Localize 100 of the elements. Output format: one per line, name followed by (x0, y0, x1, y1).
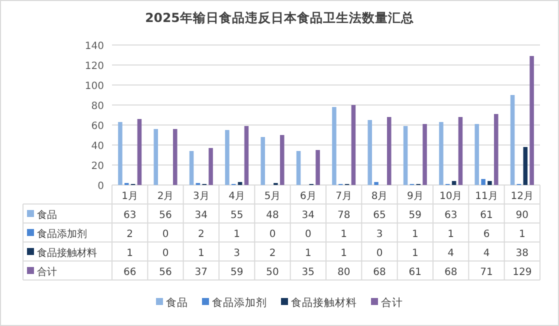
data-label: 65 (373, 210, 386, 221)
data-label: 55 (230, 210, 244, 221)
data-label: 78 (337, 210, 350, 221)
x-tick-label: 1月 (122, 191, 138, 202)
data-label: 1 (340, 248, 348, 259)
bar (452, 181, 456, 185)
bar (280, 135, 284, 185)
x-tick-label: 12月 (510, 191, 534, 202)
bar (316, 150, 320, 185)
y-tick-label: 0 (98, 181, 104, 192)
data-label: 2 (198, 229, 204, 240)
data-label: 34 (194, 210, 208, 221)
legend-label: 合计 (381, 296, 403, 309)
legend-label: 食品添加剂 (37, 228, 87, 240)
x-tick-label: 11月 (475, 191, 498, 202)
bar (296, 151, 301, 185)
data-label: 50 (266, 267, 279, 278)
bar (368, 120, 372, 185)
data-label: 1 (234, 229, 240, 240)
y-tick-label: 60 (91, 121, 104, 132)
bar (208, 148, 213, 185)
chart-title: 2025年输日食品违反日本食品卫生法数量汇总 (145, 10, 414, 25)
data-label: 0 (162, 229, 169, 240)
data-label: 0 (269, 229, 276, 240)
legend-label: 食品接触材料 (37, 247, 97, 259)
data-label: 90 (516, 210, 529, 221)
bar (530, 56, 534, 185)
data-label: 2 (269, 248, 276, 259)
data-label: 34 (302, 210, 315, 221)
data-label: 80 (337, 267, 350, 278)
y-tick-label: 120 (84, 61, 104, 72)
x-tick-label: 8月 (371, 191, 388, 202)
data-label: 4 (448, 248, 454, 259)
bar (510, 95, 515, 185)
bar (225, 130, 230, 185)
data-label: 56 (159, 267, 172, 278)
bar (403, 126, 408, 185)
data-label: 68 (373, 267, 386, 278)
x-tick-label: 7月 (336, 191, 352, 202)
y-tick-label: 20 (91, 161, 104, 172)
x-tick-label: 4月 (228, 191, 246, 202)
data-label: 0 (376, 248, 383, 259)
data-label: 1 (198, 248, 204, 259)
data-label: 48 (266, 210, 279, 221)
bar (474, 124, 480, 185)
data-label: 59 (230, 267, 244, 278)
legend-label: 食品 (37, 209, 57, 221)
bar (481, 179, 486, 185)
bar (422, 124, 427, 185)
data-label: 59 (408, 210, 422, 221)
bar (374, 182, 378, 185)
x-tick-label: 9月 (406, 191, 424, 202)
y-tick-label: 80 (91, 101, 104, 112)
data-label: 1 (126, 248, 134, 259)
data-label: 1 (304, 248, 312, 259)
data-label: 3 (234, 248, 240, 259)
data-label: 63 (444, 210, 458, 221)
data-label: 35 (302, 267, 315, 278)
data-label: 37 (194, 267, 208, 278)
bar (351, 105, 356, 185)
bar (172, 129, 178, 185)
bar (386, 117, 392, 185)
data-label: 56 (159, 210, 172, 221)
y-tick-label: 100 (84, 81, 104, 92)
data-label: 1 (412, 229, 418, 240)
data-label: 3 (376, 229, 383, 240)
data-label: 4 (483, 248, 490, 259)
bar (494, 114, 498, 185)
data-label: 1 (518, 229, 526, 240)
y-tick-label: 140 (84, 41, 104, 52)
data-label: 1 (412, 248, 418, 259)
data-label: 68 (444, 267, 458, 278)
bar (260, 137, 266, 185)
x-tick-label: 3月 (192, 191, 210, 202)
data-label: 2 (126, 229, 134, 240)
bar (458, 117, 463, 185)
x-tick-label: 6月 (300, 191, 316, 202)
bar (154, 129, 158, 185)
bar (118, 122, 122, 185)
bar (137, 119, 142, 185)
data-label: 1 (340, 229, 348, 240)
data-label: 63 (123, 210, 136, 221)
data-label: 0 (304, 229, 312, 240)
data-label: 0 (162, 248, 169, 259)
data-label: 66 (123, 267, 136, 278)
bar (523, 147, 528, 185)
data-label: 1 (448, 229, 454, 240)
data-label: 38 (516, 248, 529, 259)
text: 合计 (37, 267, 57, 278)
bar (332, 107, 336, 185)
bar (238, 182, 242, 185)
data-label: 6 (483, 229, 490, 240)
x-tick-label: 2月 (157, 191, 174, 202)
bar (244, 126, 249, 185)
data-label: 129 (512, 267, 532, 278)
data-label: 71 (480, 267, 493, 278)
x-tick-label: 5月 (264, 191, 281, 202)
bar (439, 122, 444, 185)
y-tick-label: 40 (91, 141, 104, 152)
bar (488, 181, 492, 185)
